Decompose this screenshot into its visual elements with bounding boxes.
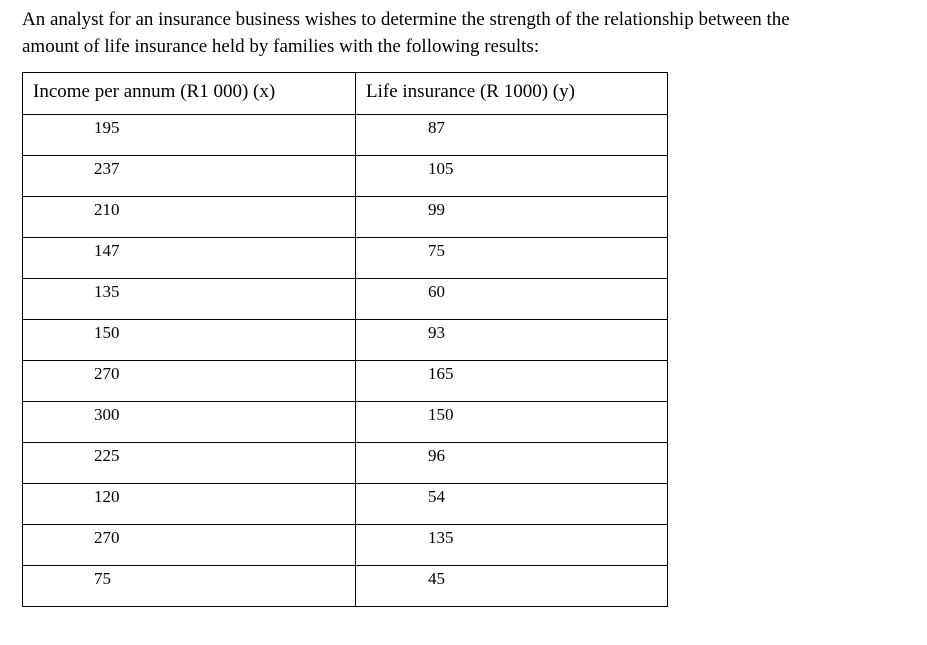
table-row: 210 99 [22,196,668,238]
life-insurance-cell: 165 [355,360,668,402]
table-row: 195 87 [22,114,668,156]
income-cell: 120 [22,483,356,525]
intro-line-2: amount of life insurance held by familie… [22,36,540,57]
life-insurance-cell: 99 [355,196,668,238]
income-insurance-table: Income per annum (R1 000) (x) Life insur… [22,72,668,607]
life-insurance-cell: 96 [355,442,668,484]
income-cell: 75 [22,565,356,607]
table-row: 270 135 [22,524,668,566]
life-insurance-cell: 105 [355,155,668,197]
table-row: 75 45 [22,565,668,607]
table-row: 237 105 [22,155,668,197]
income-cell: 195 [22,114,356,156]
column-header-life-insurance: Life insurance (R 1000) (y) [355,72,668,115]
table-row: 120 54 [22,483,668,525]
life-insurance-cell: 45 [355,565,668,607]
income-cell: 270 [22,360,356,402]
table-row: 225 96 [22,442,668,484]
life-insurance-cell: 87 [355,114,668,156]
income-cell: 237 [22,155,356,197]
intro-line-1: An analyst for an insurance business wis… [22,9,790,30]
table-row: 150 93 [22,319,668,361]
income-cell: 210 [22,196,356,238]
income-cell: 135 [22,278,356,320]
table-header-row: Income per annum (R1 000) (x) Life insur… [22,72,668,115]
life-insurance-cell: 93 [355,319,668,361]
income-cell: 300 [22,401,356,443]
column-header-income: Income per annum (R1 000) (x) [22,72,356,115]
income-cell: 270 [22,524,356,566]
income-cell: 225 [22,442,356,484]
table-row: 147 75 [22,237,668,279]
life-insurance-cell: 54 [355,483,668,525]
life-insurance-cell: 60 [355,278,668,320]
life-insurance-cell: 75 [355,237,668,279]
intro-paragraph: An analyst for an insurance business wis… [22,6,912,60]
life-insurance-cell: 150 [355,401,668,443]
life-insurance-cell: 135 [355,524,668,566]
table-row: 270 165 [22,360,668,402]
income-cell: 150 [22,319,356,361]
income-cell: 147 [22,237,356,279]
table-row: 300 150 [22,401,668,443]
table-row: 135 60 [22,278,668,320]
